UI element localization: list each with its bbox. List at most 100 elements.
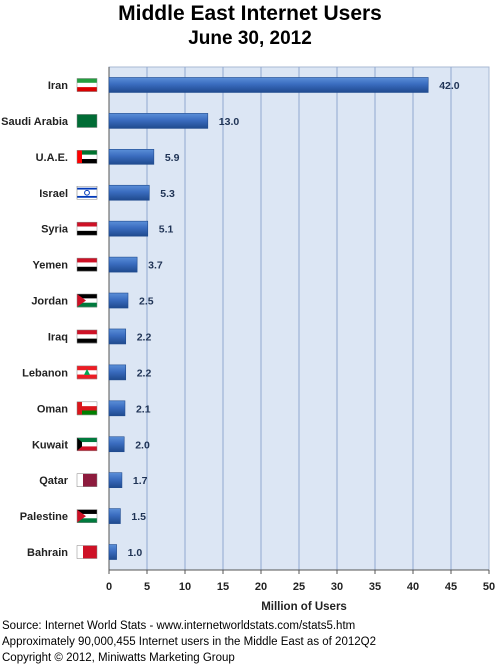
flag-iran-icon — [77, 78, 97, 84]
flag-jordan-part — [77, 298, 97, 304]
value-label-lebanon: 2.2 — [137, 367, 152, 379]
flag-israel-border — [76, 186, 98, 200]
x-tick-label: 0 — [106, 581, 112, 593]
bar-u-a-e- — [108, 149, 155, 165]
flag-iraq-part — [77, 338, 97, 344]
flag-lebanon-part — [77, 374, 97, 380]
x-tick-label: 35 — [369, 581, 381, 593]
flag-jordan-part — [77, 294, 86, 308]
flag-palestine-part — [77, 518, 97, 523]
category-label-u-a-e-: U.A.E. — [36, 152, 68, 164]
value-label-kuwait: 2.0 — [135, 439, 150, 451]
bar-palestine — [108, 508, 121, 524]
bar-chart: 0 5 10 15 20 25 30 35 40 45 50 Million of Users Iran… — [1, 66, 495, 613]
bar-jordan — [108, 292, 129, 309]
bar-israel — [108, 184, 150, 201]
flag-iraq-icon — [77, 329, 97, 335]
flag-palestine-part — [77, 509, 86, 523]
value-label-israel: 5.3 — [160, 188, 175, 200]
flag-jordan-border — [76, 293, 98, 308]
flag-kuwait-icon — [77, 437, 97, 443]
value-label-saudi-arabia: 13.0 — [219, 116, 240, 128]
category-label-iran: Iran — [48, 80, 68, 92]
bar-iran — [108, 77, 429, 93]
x-tick-label: 50 — [483, 581, 495, 593]
value-label-oman: 2.1 — [136, 403, 151, 415]
category-label-israel: Israel — [39, 188, 68, 200]
value-label-palestine: 1.5 — [131, 511, 146, 523]
category-label-bahrain: Bahrain — [27, 547, 68, 559]
flag-syria-part — [77, 230, 97, 236]
flag-bahrain-border — [76, 545, 98, 559]
flag-israel-part — [77, 195, 97, 198]
flag-jordan-icon — [77, 294, 97, 299]
flag-kuwait-part — [77, 437, 82, 451]
flag-lebanon-part — [84, 368, 90, 375]
flag-qatar-part — [77, 473, 83, 487]
flag-yemen-part — [77, 262, 97, 268]
x-axis-label: Million of Users — [261, 601, 347, 613]
flag-yemen-icon — [77, 258, 97, 263]
category-label-kuwait: Kuwait — [32, 439, 68, 451]
flag-kuwait-part — [77, 446, 97, 452]
flag-oman-icon — [77, 401, 97, 407]
flag-u-a-e--icon — [77, 150, 97, 155]
flag-bahrain-part — [77, 545, 83, 559]
flag-iraq-border — [76, 329, 98, 344]
flag-u-a-e--part — [77, 150, 82, 164]
x-tick-label: 40 — [407, 581, 419, 593]
flag-kuwait-border — [76, 437, 98, 451]
flag-iran-part — [77, 87, 97, 92]
bar-lebanon — [108, 364, 127, 381]
value-label-jordan: 2.5 — [139, 296, 154, 308]
category-label-oman: Oman — [37, 403, 68, 415]
flag-palestine-border — [76, 509, 98, 523]
category-label-lebanon: Lebanon — [22, 367, 68, 379]
flag-palestine-icon — [77, 509, 97, 515]
flag-israel-part — [77, 187, 97, 190]
flag-jordan-part — [77, 302, 97, 308]
x-tick-label: 45 — [445, 581, 457, 593]
flag-yemen-part — [77, 266, 97, 272]
category-label-iraq: Iraq — [48, 331, 68, 343]
footer-note: Approximately 90,000,455 Internet users … — [2, 636, 376, 648]
flag-u-a-e--border — [76, 150, 98, 164]
flag-kuwait-part — [77, 442, 97, 447]
value-label-bahrain: 1.0 — [128, 547, 143, 559]
flag-yemen-border — [76, 257, 98, 272]
flag-u-a-e--part — [77, 158, 97, 164]
flag-syria-icon — [77, 222, 97, 227]
x-tick-label: 10 — [179, 581, 191, 593]
value-label-iran: 42.0 — [439, 80, 460, 92]
flag-oman-part — [77, 401, 82, 415]
flag-iran-border — [76, 78, 98, 92]
chart-subtitle: June 30, 2012 — [188, 28, 312, 49]
flag-saudi-arabia-icon — [77, 114, 97, 128]
x-tick-label: 5 — [144, 581, 150, 593]
flag-oman-border — [76, 401, 98, 416]
flag-iran-part — [77, 82, 97, 88]
category-label-jordan: Jordan — [31, 296, 68, 308]
bar-iraq — [108, 328, 127, 345]
category-label-syria: Syria — [41, 224, 69, 236]
value-label-syria: 5.1 — [159, 224, 174, 236]
footer-copyright: Copyright © 2012, Miniwatts Marketing Gr… — [2, 652, 235, 664]
category-label-palestine: Palestine — [20, 511, 68, 523]
bar-bahrain — [108, 544, 117, 560]
flag-qatar-border — [76, 473, 98, 487]
bar-syria — [108, 220, 149, 237]
flag-u-a-e--part — [77, 154, 97, 160]
flag-syria-border — [76, 221, 98, 236]
flag-syria-part — [77, 226, 97, 232]
flag-iraq-part — [77, 334, 97, 339]
category-label-saudi-arabia: Saudi Arabia — [1, 116, 69, 128]
footer-source: Source: Internet World Stats - www.inter… — [2, 620, 356, 632]
bar-yemen — [108, 256, 138, 273]
bar-kuwait — [108, 436, 125, 453]
value-label-u-a-e-: 5.9 — [165, 152, 180, 164]
x-tick-label: 25 — [293, 581, 305, 593]
value-label-qatar: 1.7 — [133, 475, 148, 487]
bar-oman — [108, 400, 126, 417]
flag-oman-part — [77, 406, 97, 411]
category-label-yemen: Yemen — [33, 260, 69, 272]
